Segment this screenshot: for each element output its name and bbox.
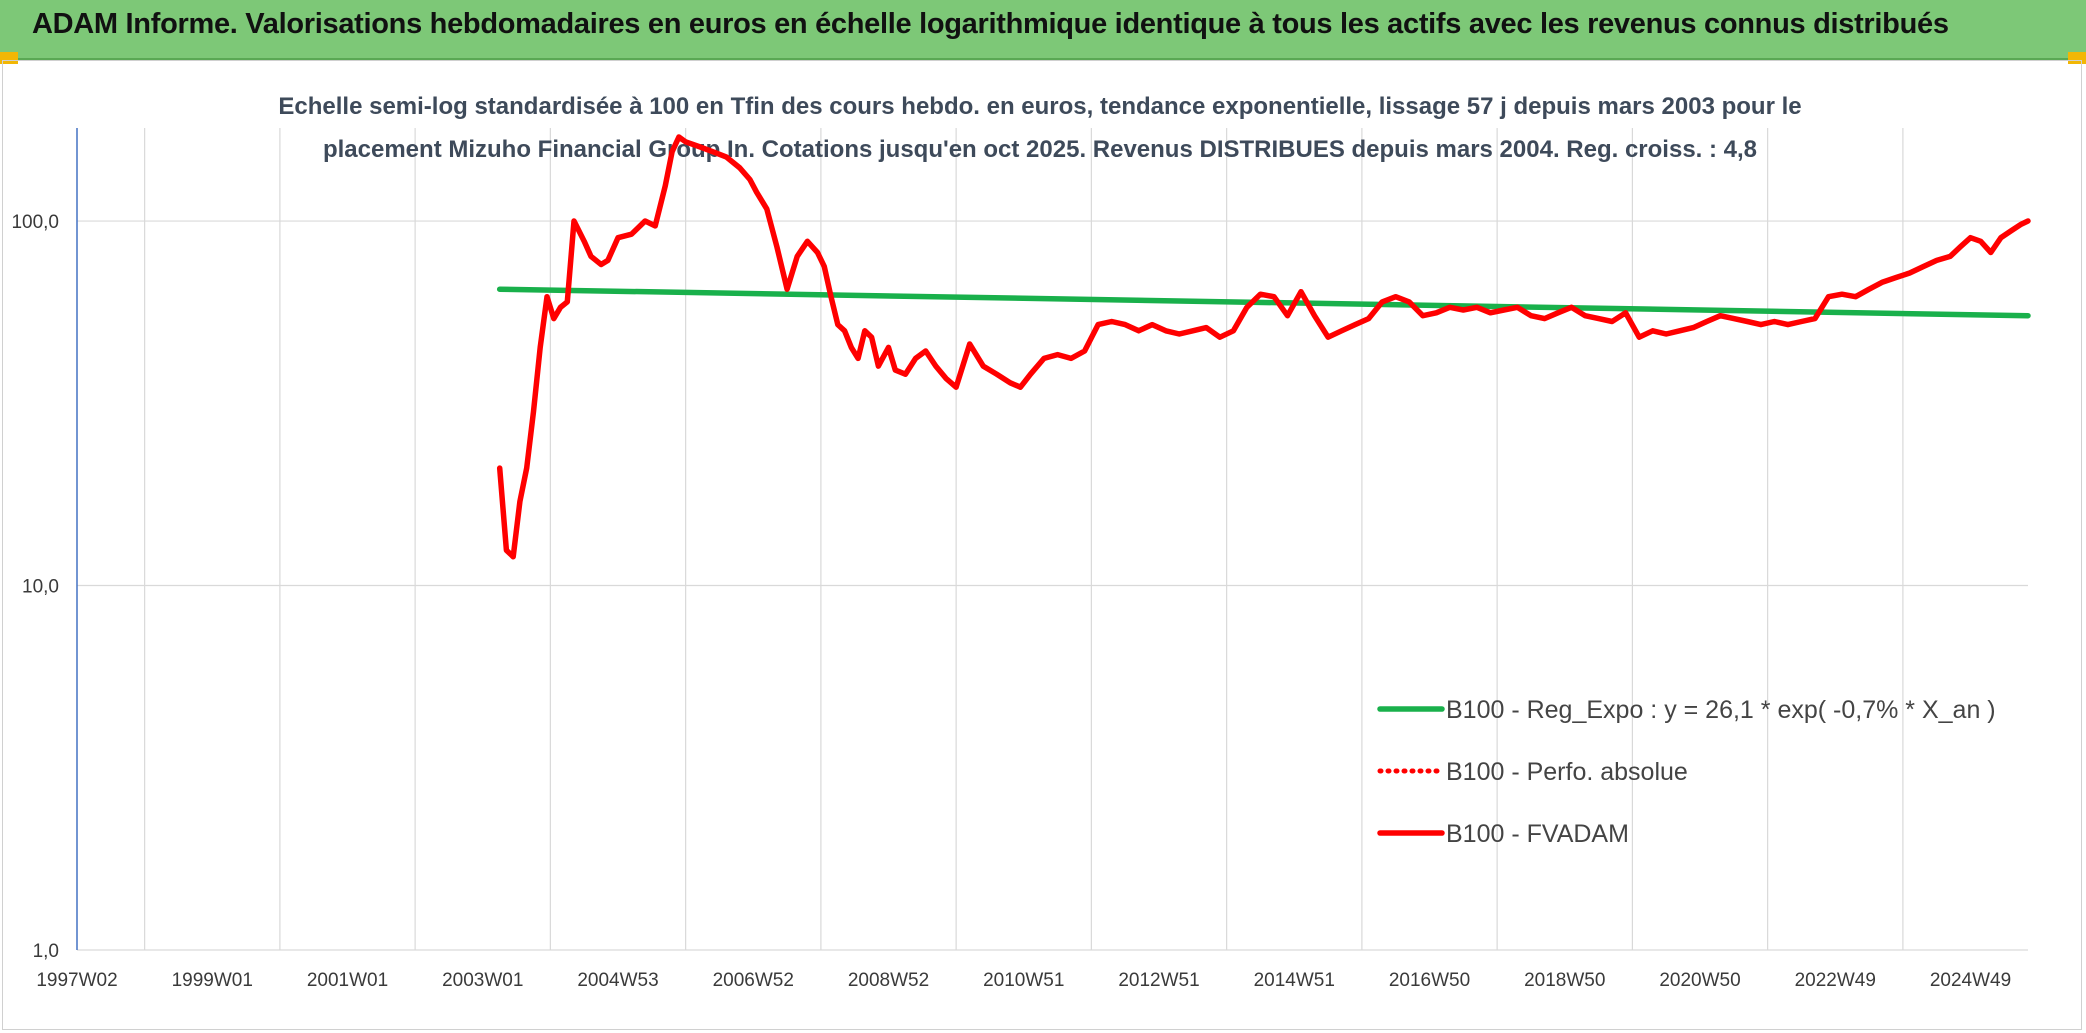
x-tick-label: 2016W50 xyxy=(1389,970,1470,991)
gridlines xyxy=(77,128,2028,951)
x-tick-label: 2006W52 xyxy=(713,970,794,991)
y-tick-label: 100,0 xyxy=(11,212,59,233)
chart-subtitle-line-1: Echelle semi-log standardisée à 100 en T… xyxy=(278,93,1801,120)
y-tick-label: 10,0 xyxy=(22,577,59,598)
x-tick-label: 2004W53 xyxy=(577,970,658,991)
series-line-3 xyxy=(496,134,2031,560)
x-tick-label: 2010W51 xyxy=(983,970,1064,991)
chart-subtitle-line-2: placement Mizuho Financial Group In. Cot… xyxy=(323,136,1757,163)
x-tick-label: 2012W51 xyxy=(1118,970,1199,991)
x-tick-label: 2020W50 xyxy=(1659,970,1740,991)
x-tick-label: 2024W49 xyxy=(1930,970,2011,991)
x-tick-labels: 1997W02 1999W01 2001W01 2003W01 2004W53 2006W… xyxy=(36,970,2011,991)
x-tick-label: 2003W01 xyxy=(442,970,523,991)
report-banner: ADAM Informe. Valorisations hebdomadaire… xyxy=(0,0,2086,60)
legend-label-2: B100 - Perfo. absolue xyxy=(1446,758,1688,786)
x-tick-label: 2014W51 xyxy=(1254,970,1335,991)
legend-label-1: B100 - Reg_Expo : y = 26,1 * exp( -0,7% … xyxy=(1446,696,1996,724)
corner-accent-left xyxy=(0,52,18,64)
x-tick-label: 2022W49 xyxy=(1795,970,1876,991)
series-line-1 xyxy=(496,286,2031,319)
x-tick-label: 2018W50 xyxy=(1524,970,1605,991)
x-tick-label: 1999W01 xyxy=(172,970,253,991)
report-title: ADAM Informe. Valorisations hebdomadaire… xyxy=(32,8,1949,40)
legend-label-3: B100 - FVADAM xyxy=(1446,820,1629,848)
legend: B100 - Reg_Expo : y = 26,1 * exp( -0,7% … xyxy=(1377,696,1996,848)
x-tick-label: 1997W02 xyxy=(36,970,117,991)
chart-frame xyxy=(2,60,2082,1030)
y-tick-label: 1,0 xyxy=(33,941,59,962)
x-tick-label: 2008W52 xyxy=(848,970,929,991)
series-lines xyxy=(496,134,2031,560)
x-tick-label: 2001W01 xyxy=(307,970,388,991)
y-tick-labels: 1,0 10,0 100,0 xyxy=(11,212,59,962)
